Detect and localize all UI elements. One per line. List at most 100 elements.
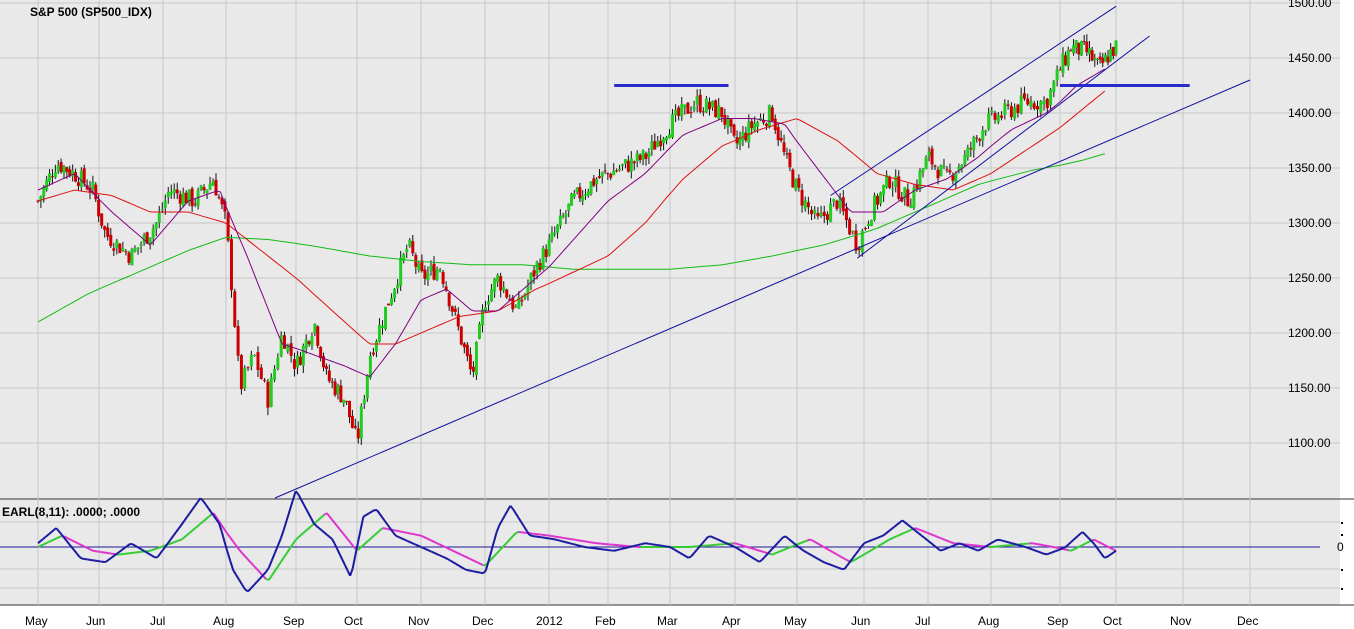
- candle-down: [112, 248, 116, 251]
- candle-up: [618, 168, 622, 171]
- indicator-signal-line: [68, 538, 73, 542]
- candle-down: [97, 199, 101, 217]
- candle-down: [1111, 47, 1115, 56]
- indicator-fast-line: [712, 536, 717, 540]
- indicator-fast-line: [291, 490, 297, 502]
- indicator-fast-line: [955, 542, 960, 546]
- candle-up: [1052, 80, 1056, 92]
- indicator-fast-line: [247, 587, 252, 593]
- candle-up: [550, 232, 554, 240]
- indicator-signal-line: [1063, 548, 1067, 551]
- candle-up: [535, 262, 539, 274]
- indicator-signal-line: [761, 550, 765, 554]
- candle-down: [544, 249, 548, 258]
- candle-up: [249, 354, 253, 367]
- candle-up: [130, 248, 134, 266]
- indicator-fast-line: [885, 530, 890, 535]
- indicator-fast-line: [523, 525, 528, 532]
- indicator-signal-line: [40, 543, 44, 547]
- indicator-fast-line: [436, 553, 440, 557]
- indicator-fast-line: [381, 517, 386, 522]
- indicator-fast-line: [942, 547, 947, 551]
- x-tick-label: Dec: [1237, 614, 1258, 628]
- indicator-fast-line: [866, 539, 871, 543]
- candle-up: [474, 341, 478, 376]
- candle-down: [782, 142, 786, 153]
- candle-up: [981, 130, 985, 141]
- indicator-fast-line: [824, 561, 828, 565]
- candle-up: [711, 100, 715, 108]
- candle-down: [744, 132, 748, 141]
- candle-up: [157, 212, 161, 223]
- indicator-signal-line: [1098, 541, 1103, 545]
- candle-down: [689, 112, 693, 114]
- indicator-fast-line: [460, 566, 465, 570]
- indicator-signal-line: [874, 545, 879, 549]
- indicator-signal-line: [326, 512, 331, 518]
- candle-down: [259, 367, 263, 379]
- indicator-signal-line: [207, 514, 212, 518]
- candle-up: [575, 187, 579, 192]
- indicator-signal-line: [420, 534, 424, 538]
- candle-up: [665, 137, 669, 141]
- indicator-signal-line: [1046, 544, 1051, 548]
- candle-down: [761, 120, 765, 123]
- indicator-signal-line: [414, 533, 418, 536]
- indicator-fast-line: [389, 528, 395, 534]
- candle-up: [674, 109, 678, 116]
- indicator-fast-line: [297, 493, 302, 500]
- indicator-signal-line: [1037, 543, 1042, 546]
- indicator-fast-line: [218, 523, 223, 532]
- indicator-fast-line: [320, 529, 325, 534]
- indicator-fast-line: [409, 541, 413, 545]
- candle-up: [1003, 103, 1007, 115]
- indicator-fast-line: [121, 547, 126, 551]
- indicator-signal-line: [877, 543, 882, 548]
- indicator-fast-line: [560, 539, 564, 543]
- candle-up: [1029, 101, 1033, 108]
- y-tick-label: 1400.00: [1288, 106, 1332, 120]
- indicator-fast-line: [55, 527, 60, 532]
- indicator-signal-line: [55, 536, 60, 540]
- indicator-signal-line: [232, 540, 237, 547]
- indicator-signal-line: [931, 533, 936, 537]
- candle-up: [380, 325, 384, 328]
- indicator-fast-line: [776, 539, 781, 544]
- indicator-signal-line: [787, 546, 792, 550]
- indicator-fast-line: [349, 567, 354, 577]
- candle-up: [384, 306, 388, 330]
- indicator-signal-line: [188, 529, 193, 534]
- x-tick-label: Apr: [722, 614, 741, 628]
- candle-up: [310, 336, 314, 346]
- indicator-fast-line: [498, 519, 503, 526]
- indicator-signal-line: [1108, 546, 1112, 550]
- indicator-signal-line: [256, 568, 261, 574]
- candle-down: [800, 189, 804, 206]
- candle-up: [924, 157, 928, 170]
- indicator-fast-line: [1089, 538, 1093, 543]
- indicator-fast-line: [966, 545, 971, 549]
- candle-up: [996, 114, 1000, 123]
- indicator-fast-line: [990, 540, 995, 544]
- indicator-fast-line: [202, 500, 207, 506]
- candle-up: [873, 195, 877, 220]
- indicator-signal-line: [379, 527, 384, 532]
- indicator-fast-line: [392, 532, 397, 537]
- indicator-signal-line: [351, 544, 357, 550]
- indicator-fast-line: [846, 560, 851, 566]
- indicator-fast-line: [982, 545, 987, 549]
- candle-up: [481, 309, 485, 326]
- candle-up: [635, 153, 639, 162]
- indicator-fast-line: [1037, 550, 1042, 554]
- indicator-signal-line: [841, 556, 845, 560]
- candle-down: [945, 169, 949, 171]
- candle-up: [148, 237, 152, 245]
- indicator-fast-line: [1031, 548, 1036, 552]
- indicator-fast-line: [520, 521, 525, 527]
- indicator-fast-line: [679, 552, 684, 556]
- indicator-fast-line: [175, 527, 180, 533]
- indicator-fast-line: [279, 529, 285, 539]
- indicator-fast-line: [1065, 543, 1070, 548]
- candle-up: [493, 278, 497, 292]
- indicator-fast-line: [874, 536, 879, 540]
